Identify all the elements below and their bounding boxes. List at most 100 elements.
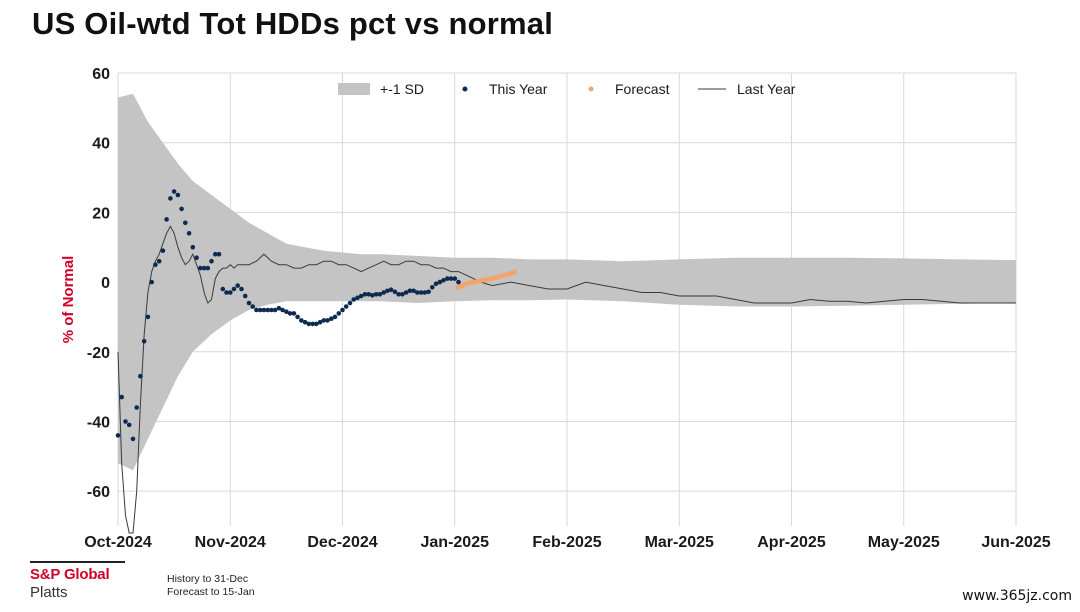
- x-tick-label: Jan-2025: [421, 534, 490, 551]
- this-year-point: [448, 276, 454, 281]
- this-year-point: [138, 373, 143, 379]
- this-year-point: [220, 286, 226, 292]
- this-year-point: [280, 307, 285, 313]
- this-year-point: [213, 251, 218, 257]
- brand-name: S&P Global: [30, 566, 110, 583]
- this-year-point: [291, 311, 297, 316]
- x-tick-label: Feb-2025: [532, 534, 601, 551]
- this-year-point: [336, 311, 342, 316]
- this-year-point: [164, 217, 169, 222]
- this-year-point: [171, 189, 177, 194]
- this-year-point: [246, 300, 252, 306]
- this-year-point: [250, 304, 255, 309]
- y-tick-label: 60: [92, 66, 110, 83]
- x-tick-label: Mar-2025: [645, 534, 714, 551]
- this-year-point: [134, 405, 139, 410]
- this-year-point: [295, 314, 300, 320]
- this-year-point: [381, 290, 387, 295]
- history-note: History to 31-Dec: [167, 573, 249, 585]
- this-year-point: [306, 321, 312, 327]
- this-year-point: [145, 314, 151, 320]
- this-year-point: [388, 287, 394, 293]
- this-year-point: [411, 288, 416, 294]
- this-year-point: [347, 300, 353, 306]
- this-year-point: [201, 265, 207, 271]
- this-year-point: [426, 289, 431, 295]
- this-year-point: [310, 321, 315, 327]
- y-tick-label: -60: [87, 484, 110, 501]
- x-tick-label: Oct-2024: [84, 534, 152, 551]
- this-year-point: [123, 419, 128, 424]
- legend-forecast-swatch: [588, 86, 594, 92]
- this-year-point: [160, 248, 166, 253]
- this-year-point: [228, 290, 233, 295]
- this-year-point: [265, 307, 271, 313]
- this-year-point: [445, 276, 450, 281]
- this-year-point: [400, 292, 405, 297]
- this-year-point: [235, 283, 240, 288]
- x-tick-label: Nov-2024: [195, 534, 266, 551]
- this-year-point: [190, 244, 196, 250]
- this-year-point: [418, 290, 424, 295]
- this-year-point: [239, 286, 244, 292]
- this-year-point: [141, 339, 147, 344]
- this-year-point: [396, 292, 401, 297]
- this-year-point: [340, 307, 345, 313]
- legend-this-year-label: This Year: [489, 81, 548, 97]
- this-year-point: [198, 265, 203, 271]
- this-year-point: [332, 314, 338, 320]
- this-year-point: [156, 258, 162, 264]
- this-year-point: [441, 278, 446, 283]
- this-year-point: [403, 290, 409, 295]
- last-year-line: [117, 225, 1016, 534]
- this-year-point: [422, 290, 428, 295]
- y-tick-label: 0: [101, 275, 110, 292]
- this-year-point: [179, 206, 184, 212]
- this-year-point: [168, 196, 173, 201]
- y-axis-label: % of Normal: [60, 256, 77, 344]
- legend-this-year-swatch: [462, 86, 468, 92]
- sd-band: [118, 93, 1016, 471]
- this-year-point: [119, 394, 124, 400]
- forecast-note: Forecast to 15-Jan: [167, 586, 255, 598]
- y-tick-label: 40: [92, 136, 110, 153]
- this-year-point: [430, 285, 435, 290]
- y-tick-label: -40: [87, 414, 110, 431]
- this-year-point: [415, 290, 420, 295]
- this-year-point: [216, 251, 222, 257]
- this-year-point: [385, 288, 390, 294]
- this-year-point: [377, 292, 383, 297]
- this-year-point: [284, 309, 289, 315]
- this-year-point: [321, 318, 327, 323]
- this-year-point: [314, 321, 319, 327]
- this-year-point: [456, 279, 461, 285]
- this-year-point: [126, 422, 132, 428]
- this-year-point: [153, 262, 158, 268]
- y-tick-label: -20: [87, 345, 110, 362]
- last-year-layer: [117, 225, 1016, 534]
- this-year-point: [329, 316, 334, 322]
- this-year-point: [452, 276, 458, 281]
- axes-layer: 60 40 20 0 -20 -40 -60 Oct-2024 Nov-2024 Dec-2024…: [60, 66, 1051, 551]
- this-year-point: [373, 292, 379, 297]
- this-year-point: [205, 265, 211, 271]
- x-tick-label: Dec-2024: [307, 534, 377, 551]
- this-year-point: [392, 289, 398, 295]
- this-year-point: [224, 290, 229, 295]
- legend-sd-label: +-1 SD: [380, 81, 424, 97]
- this-year-point: [351, 297, 357, 302]
- this-year-layer: [115, 189, 461, 442]
- x-tick-label: Jun-2025: [981, 534, 1050, 551]
- this-year-point: [343, 304, 349, 309]
- this-year-point: [276, 305, 282, 311]
- this-year-point: [302, 319, 308, 325]
- forecast-point: [511, 269, 518, 275]
- forecast-layer: [455, 269, 518, 290]
- this-year-point: [433, 281, 439, 287]
- legend-sd-swatch: [338, 83, 370, 95]
- this-year-point: [186, 231, 192, 236]
- this-year-point: [130, 436, 136, 442]
- this-year-point: [183, 220, 188, 226]
